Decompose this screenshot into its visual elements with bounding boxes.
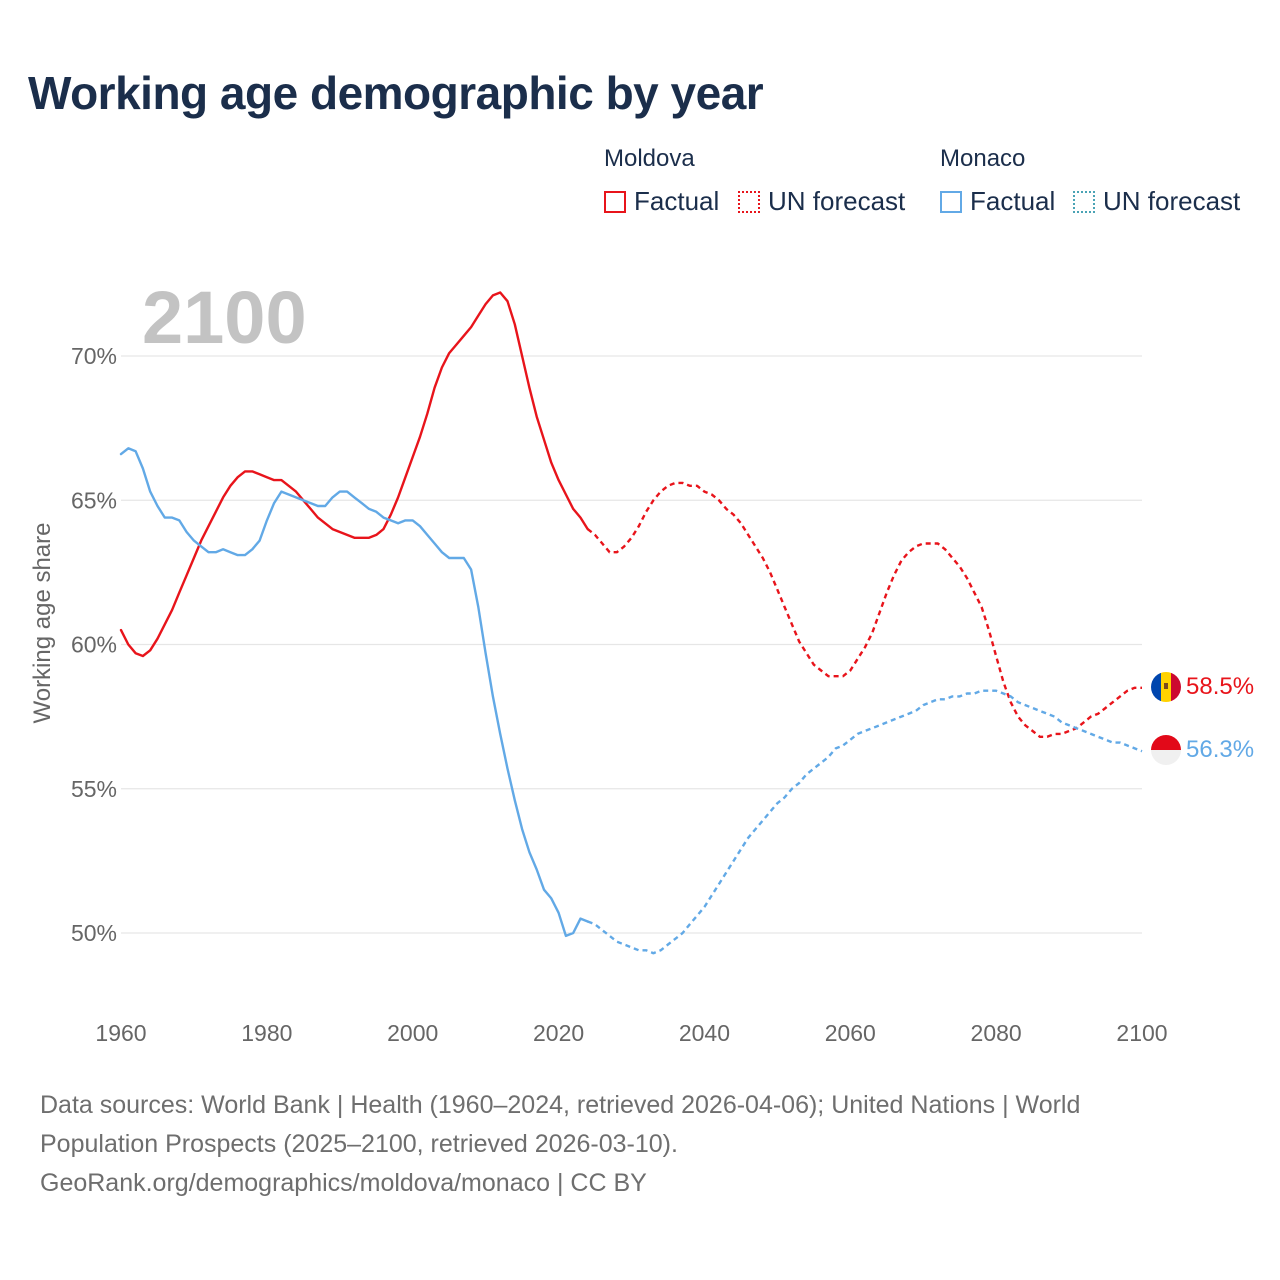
moldova-flag-icon [1151, 672, 1181, 702]
x-tick-label: 2080 [971, 1020, 1022, 1046]
legend-moldova-factual-label: Factual [634, 186, 720, 216]
y-tick-label: 70% [71, 343, 117, 369]
y-tick-label: 60% [71, 632, 117, 658]
legend-moldova-forecast[interactable]: UN forecast [738, 186, 905, 217]
moldova-end-label: 58.5% [1186, 673, 1254, 700]
gridlines [121, 355, 1142, 934]
x-tick-label: 2060 [825, 1020, 876, 1046]
legend-moldova-forecast-swatch [738, 190, 760, 213]
x-tick-label: 2100 [1116, 1020, 1167, 1046]
monaco-end-label: 56.3% [1186, 736, 1254, 763]
line-chart: 2100 50% 55% 60% 65% 70% 1960 1980 2000 2020 204… [29, 276, 1254, 1046]
legend-monaco-factual[interactable]: Factual [940, 186, 1055, 217]
y-tick-label: 55% [71, 776, 117, 802]
year-watermark: 2100 [142, 276, 307, 359]
x-axis-ticks: 1960 1980 2000 2020 2040 2060 2080 2100 [95, 1020, 1167, 1046]
footer-line-3[interactable]: GeoRank.org/demographics/moldova/monaco … [40, 1169, 647, 1197]
legend-group-moldova: Moldova [604, 145, 695, 172]
x-tick-label: 2040 [679, 1020, 730, 1046]
x-tick-label: 2000 [387, 1020, 438, 1046]
legend-monaco-factual-label: Factual [970, 186, 1056, 216]
monaco-factual-line [119, 447, 589, 938]
x-tick-label: 1960 [95, 1020, 146, 1046]
footer-line-2: Population Prospects (2025–2100, retriev… [40, 1130, 678, 1158]
legend-moldova-forecast-label: UN forecast [768, 186, 906, 216]
y-axis-ticks: 50% 55% 60% 65% 70% [71, 343, 117, 946]
legend-monaco-factual-swatch [940, 190, 962, 213]
legend-monaco-forecast[interactable]: UN forecast [1073, 186, 1240, 217]
legend-monaco-forecast-label: UN forecast [1103, 186, 1241, 216]
x-tick-label: 1980 [241, 1020, 292, 1046]
legend-monaco-forecast-swatch [1073, 190, 1095, 213]
footer-line-1: Data sources: World Bank | Health (1960–… [40, 1091, 1081, 1119]
y-tick-label: 65% [71, 487, 117, 513]
y-axis-label: Working age share [29, 523, 56, 724]
legend-moldova-factual-swatch [604, 190, 626, 213]
legend-moldova-factual[interactable]: Factual [604, 186, 719, 217]
y-tick-label: 50% [71, 920, 117, 946]
x-tick-label: 2020 [533, 1020, 584, 1046]
monaco-flag-icon [1151, 735, 1181, 765]
chart-title: Working age demographic by year [28, 67, 764, 119]
footer-source: Data sources: World Bank | Health (1960–… [40, 1086, 1220, 1203]
monaco-forecast-line [587, 689, 1143, 955]
legend-group-monaco: Monaco [940, 145, 1026, 172]
series-lines [119, 291, 1143, 955]
moldova-factual-line [119, 291, 589, 658]
moldova-forecast-line [586, 481, 1142, 738]
